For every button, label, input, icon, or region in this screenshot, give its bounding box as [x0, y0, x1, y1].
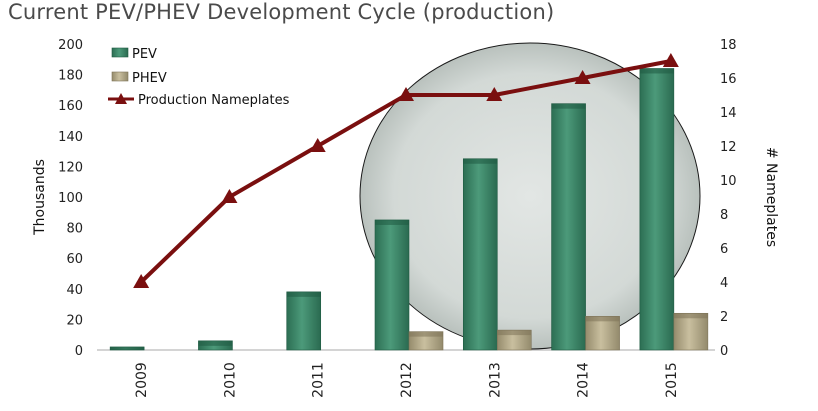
pev-bar — [551, 103, 586, 351]
y-tick-label: 60 — [66, 252, 83, 267]
legend-swatch-pev — [111, 47, 129, 58]
pev-bar-body — [639, 68, 675, 351]
y-tick-label: 100 — [58, 191, 83, 206]
legend-label-nameplates: Production Nameplates — [138, 93, 290, 108]
phev-bar-cap — [673, 313, 708, 319]
phev-bar-cap — [409, 331, 443, 337]
x-tick-label: 2015 — [664, 362, 680, 398]
legend-item-pev: PEV — [111, 47, 157, 62]
pev-bar — [374, 219, 410, 351]
y2-tick-label: 8 — [720, 208, 728, 223]
phev-bar-cap — [585, 316, 620, 322]
x-tick-label: 2014 — [576, 362, 592, 398]
y2-tick-label: 6 — [720, 242, 728, 257]
pev-bar-cap — [375, 219, 409, 225]
pev-bar-cap — [110, 346, 145, 350]
y2-axis-title: # Nameplates — [763, 147, 779, 247]
nameplates-marker — [133, 274, 150, 288]
x-tick-label: 2010 — [222, 362, 238, 398]
x-tick-label: 2012 — [399, 362, 415, 398]
y-tick-label: 0 — [75, 344, 83, 359]
nameplates-marker — [486, 87, 503, 101]
pev-bar-body — [374, 219, 410, 351]
chart-title: Current PEV/PHEV Development Cycle (prod… — [8, 0, 555, 24]
y-tick-label: 140 — [58, 130, 83, 145]
y2-tick-label: 2 — [720, 310, 728, 325]
y-tick-label: 120 — [58, 160, 83, 175]
y-tick-label: 40 — [66, 283, 83, 298]
y-tick-label: 180 — [58, 69, 83, 84]
phev-bar — [585, 316, 620, 351]
nameplates-marker — [574, 70, 591, 84]
pev-bar-cap — [198, 340, 233, 346]
y-tick-label: 20 — [66, 313, 83, 328]
legend-swatch-phev — [111, 71, 129, 82]
nameplates-marker — [221, 189, 238, 203]
y2-tick-label: 14 — [720, 106, 737, 121]
pev-bar-cap — [639, 68, 674, 74]
legend-item-phev: PHEV — [111, 71, 167, 86]
pev-bar-body — [286, 291, 322, 351]
phev-bar-body — [585, 316, 620, 351]
pev-bar-body — [462, 158, 498, 351]
y-axis-title: Thousands — [32, 159, 48, 236]
phev-bar-cap — [497, 330, 532, 336]
pev-bar — [286, 291, 322, 351]
pev-bar-cap — [551, 103, 586, 109]
pev-bar — [462, 158, 498, 351]
y2-tick-label: 12 — [720, 140, 737, 155]
legend-label-pev: PEV — [132, 47, 157, 62]
legend-swatch-marker — [115, 93, 127, 104]
nameplates-marker — [662, 53, 679, 67]
nameplates-marker — [398, 87, 414, 101]
pev-bar-cap — [463, 158, 498, 164]
legend-label-phev: PHEV — [132, 71, 167, 86]
x-tick-label: 2013 — [487, 362, 503, 398]
phev-bar — [496, 329, 532, 351]
y2-tick-label: 4 — [720, 276, 728, 291]
pev-bar-cap — [286, 291, 321, 297]
y2-tick-label: 18 — [720, 38, 737, 53]
pev-bar — [639, 68, 675, 351]
phev-bar-body — [673, 312, 709, 351]
y-tick-label: 80 — [66, 222, 83, 237]
y2-tick-label: 10 — [720, 174, 737, 189]
x-tick-label: 2009 — [134, 362, 150, 398]
y-tick-label: 200 — [58, 38, 83, 53]
phev-bar — [408, 331, 444, 351]
pev-bar — [109, 346, 145, 351]
nameplates-marker — [309, 138, 326, 152]
y-tick-label: 160 — [58, 99, 83, 114]
phev-bar — [673, 312, 709, 351]
x-tick-label: 2011 — [311, 362, 327, 398]
legend-item-nameplates: Production Nameplates — [108, 93, 290, 108]
pev-bar — [198, 340, 233, 351]
y2-tick-label: 0 — [720, 344, 728, 359]
y2-tick-label: 16 — [720, 72, 737, 87]
pev-bar-body — [551, 103, 586, 351]
